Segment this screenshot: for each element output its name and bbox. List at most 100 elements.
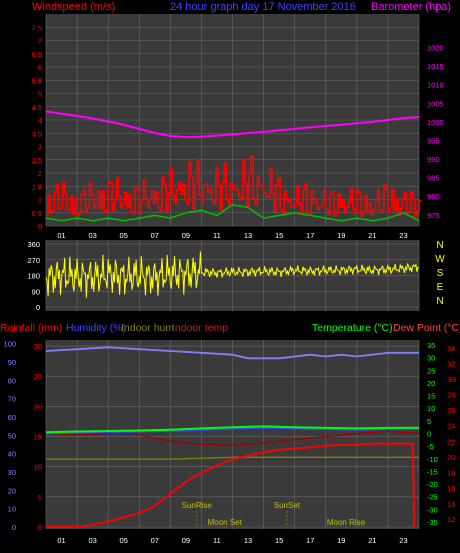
- rainfall-line: [46, 442, 416, 528]
- temp-tick-label: -5: [427, 442, 434, 451]
- temp-tick-label: 10: [427, 404, 435, 413]
- rain-tick-label: 0: [38, 523, 42, 532]
- wind-tick-label: 6: [38, 63, 42, 72]
- baro-tick-label: 985: [427, 174, 440, 183]
- baro-tick-label: 1015: [427, 62, 444, 71]
- x-tick-label: 01: [57, 231, 65, 240]
- baro-tick-label: 990: [427, 155, 440, 164]
- baro-tick-label: 1010: [427, 81, 444, 90]
- x-tick-label: 09: [182, 231, 190, 240]
- barometer-line: [45, 110, 420, 139]
- wind-tick-label: 5: [38, 90, 42, 99]
- direction-tick-label: 90: [32, 287, 40, 296]
- humidity-tick-label: 60: [8, 413, 16, 422]
- temp-tick-label: 25: [427, 366, 435, 375]
- temp-tick-label: 30: [427, 354, 435, 363]
- compass-label: W: [435, 254, 445, 265]
- x-tick-label: 13: [244, 231, 252, 240]
- wind-tick-label: 3: [38, 143, 42, 152]
- temp-tick-label: -10: [427, 455, 438, 464]
- wind-tick-label: 4.5: [32, 103, 42, 112]
- indoor-temp-tick-label: 12: [447, 515, 455, 524]
- wind-tick-label: 4: [38, 116, 42, 125]
- wind-tick-label: 6.5: [32, 50, 42, 59]
- x-tick-label-bottom: 09: [182, 536, 190, 545]
- chart-marks: [45, 110, 422, 528]
- temp-tick-label: 5: [427, 417, 431, 426]
- direction-tick-label: 0: [36, 303, 40, 312]
- compass-label: N: [436, 240, 443, 251]
- rain-tick-label: 20: [34, 402, 42, 411]
- x-tick-label: 15: [275, 231, 283, 240]
- humidity-tick-label: 70: [8, 395, 16, 404]
- wind-tick-label: 2.5: [32, 156, 42, 165]
- rain-tick-label: 30: [34, 342, 42, 351]
- humidity-tick-label: 50: [8, 431, 16, 440]
- temp-tick-label: -20: [427, 480, 438, 489]
- indoor-temp-tick-label: 34: [447, 344, 455, 353]
- temp-tick-label: 0: [427, 430, 431, 439]
- x-tick-label-bottom: 11: [213, 536, 221, 545]
- rain-tick-label: 15: [34, 433, 42, 442]
- humidity-tick-label: 90: [8, 358, 16, 367]
- indoor-temp-tick-label: 26: [447, 406, 455, 415]
- wind-tick-label: 7: [38, 37, 42, 46]
- humidity-tick-label: 30: [8, 468, 16, 477]
- rain-tick-label: 25: [34, 372, 42, 381]
- dew-point-title: Dew Point (°C): [393, 322, 460, 334]
- temp-tick-label: 15: [427, 392, 435, 401]
- compass-label: N: [436, 296, 443, 307]
- temp-tick-label: 20: [427, 379, 435, 388]
- wind-direction-line: [45, 251, 420, 298]
- indoor-temp-title: Indoor temp: [172, 322, 228, 334]
- baro-tick-label: 975: [427, 211, 440, 220]
- x-tick-label: 19: [337, 231, 345, 240]
- rain-tick-label: 10: [34, 463, 42, 472]
- indoor-temp-tick-label: 22: [447, 437, 455, 446]
- baro-tick-label: 1005: [427, 99, 444, 108]
- x-tick-label: 23: [399, 231, 407, 240]
- wind-tick-label: 0.5: [32, 209, 42, 218]
- direction-tick-label: 360: [27, 240, 40, 249]
- x-tick-label-bottom: 19: [337, 536, 345, 545]
- humidity-tick-label: 0: [12, 523, 16, 532]
- wind-tick-label: 5.5: [32, 76, 42, 85]
- temp-tick-label: 35: [427, 341, 435, 350]
- indoor-temp-tick-label: 14: [447, 500, 455, 509]
- indoor-hum-line: [46, 456, 419, 460]
- humidity-tick-label: 40: [8, 450, 16, 459]
- annotation-label: SunSet: [274, 501, 301, 510]
- wind-tick-label: 1.5: [32, 182, 42, 191]
- x-tick-label: 11: [213, 231, 221, 240]
- rainfall-title: Rainfall (mm): [0, 322, 62, 334]
- temp-tick-label: -30: [427, 505, 438, 514]
- graph-title: 24 hour graph day 17 November 2016: [170, 1, 356, 13]
- compass-label: E: [437, 282, 444, 293]
- wind-tick-label: 2: [38, 169, 42, 178]
- baro-tick-label: 1020: [427, 43, 444, 52]
- indoor-temp-tick-label: 28: [447, 391, 455, 400]
- humidity-tick-label: 10: [8, 505, 16, 514]
- humidity-tick-label: 80: [8, 376, 16, 385]
- baro-tick-label: 980: [427, 192, 440, 201]
- baro-tick-label: 1000: [427, 118, 444, 127]
- compass-label: S: [437, 268, 444, 279]
- humidity-tick-label: 100: [3, 340, 16, 349]
- humidity-title: Humidity (%): [66, 322, 126, 334]
- temp-tick-label: -15: [427, 467, 438, 476]
- wind-average-line: [45, 204, 420, 222]
- indoor-temp-tick-label: 20: [447, 453, 455, 462]
- wind-tick-label: 3.5: [32, 129, 42, 138]
- gust-series-line: [46, 155, 422, 217]
- x-tick-label-bottom: 01: [57, 536, 65, 545]
- indoor-temp-tick-label: 30: [447, 375, 455, 384]
- temperature-title: Temperature (°C): [312, 322, 393, 334]
- x-tick-label-bottom: 07: [151, 536, 159, 545]
- temp-tick-label: -35: [427, 518, 438, 527]
- windspeed-title: Windspeed (m/s): [32, 1, 115, 13]
- wind-tick-label: 0: [38, 222, 42, 231]
- x-tick-label: 21: [368, 231, 376, 240]
- indoor-hum-title: Indoor hum: [121, 322, 174, 334]
- temp-tick-label: -25: [427, 493, 438, 502]
